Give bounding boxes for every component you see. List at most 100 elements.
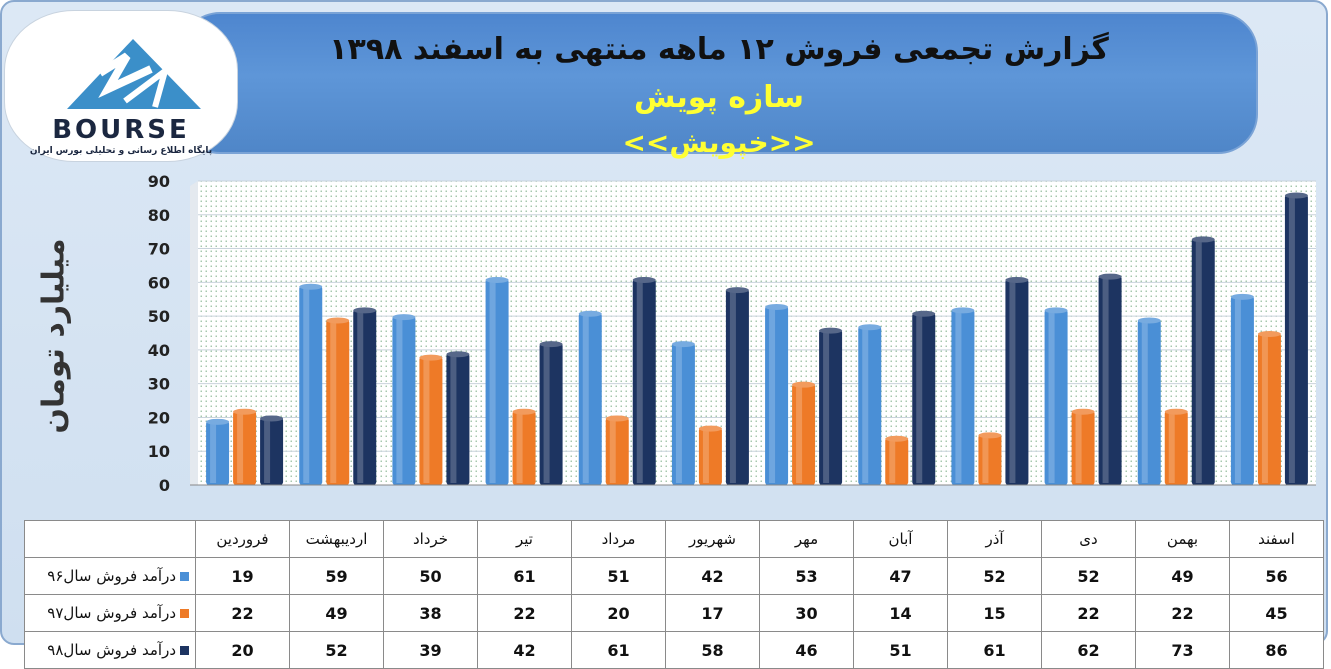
bar-cap [1257, 331, 1281, 337]
bar [912, 310, 936, 485]
bar-cap [512, 408, 536, 415]
category-cell: بهمن [1135, 520, 1230, 558]
report-title: گزارش تجمعی فروش ۱۲ ماهه منتهی به اسفند … [329, 32, 1109, 67]
bar [1284, 192, 1308, 485]
category-cell: تیر [477, 520, 572, 558]
bar-cap [539, 341, 563, 348]
bar [446, 351, 470, 485]
bar-cap [725, 287, 749, 294]
bar-cap [1071, 408, 1095, 415]
bar [1191, 236, 1215, 485]
y-tick-label: 40 [148, 341, 170, 360]
bar-cap [260, 415, 284, 422]
value-cell: 61 [477, 557, 572, 595]
value-cell: 62 [1041, 631, 1136, 669]
bar-body [1071, 410, 1095, 485]
bar-cap [1005, 276, 1029, 283]
value-cell: 39 [383, 631, 478, 669]
value-cell: 47 [853, 557, 948, 595]
bar-highlight [675, 345, 682, 483]
bar-cap [951, 307, 975, 314]
y-tick-label: 60 [148, 273, 170, 292]
category-cell: خرداد [383, 520, 478, 558]
legend-swatch [180, 609, 189, 618]
bar-body [419, 356, 443, 485]
y-tick-label: 70 [148, 240, 170, 259]
bar-cap [632, 276, 656, 283]
series-row: درآمد فروش سال۹۶ 19 59 50 61 51 42 53 47 52 52 49 5… [24, 557, 1324, 595]
bar-highlight [237, 412, 244, 483]
value-cell: 53 [759, 557, 854, 595]
bar-highlight [729, 291, 736, 483]
bar-body [671, 343, 695, 485]
bar-highlight [982, 436, 989, 483]
bar [485, 276, 509, 485]
bar-highlight [1009, 280, 1016, 483]
value-cell: 30 [759, 594, 854, 632]
bar-highlight [1048, 311, 1055, 483]
bar-body [260, 417, 284, 485]
series-row: درآمد فروش سال۹۸ 20 52 39 42 61 58 46 51 61 62 73 8… [24, 631, 1324, 669]
legend-swatch [180, 572, 189, 581]
value-cell: 17 [665, 594, 760, 632]
bar [1164, 408, 1188, 485]
y-tick-label: 20 [148, 408, 170, 427]
value-cell: 51 [853, 631, 948, 669]
bar-cap [326, 317, 350, 324]
bar [392, 314, 416, 485]
series-row: درآمد فروش سال۹۷ 22 49 38 22 20 17 30 14 15 22 22 4… [24, 594, 1324, 632]
bar-body [485, 278, 509, 485]
bar-cap [233, 408, 257, 415]
value-cell: 22 [1135, 594, 1230, 632]
bar-cap [885, 435, 909, 442]
bar-cap [1137, 317, 1161, 324]
value-cell: 52 [289, 631, 384, 669]
category-cell: آبان [853, 520, 948, 558]
bar-cap [353, 307, 377, 314]
legend-label: درآمد فروش سال۹۸ [24, 631, 196, 669]
title-banner: گزارش تجمعی فروش ۱۲ ماهه منتهی به اسفند … [180, 12, 1258, 159]
value-cell: 22 [1041, 594, 1136, 632]
bar-cap [299, 283, 323, 290]
bar-body [1257, 333, 1281, 485]
bar-highlight [1141, 321, 1148, 483]
value-cell: 42 [477, 631, 572, 669]
value-cell: 38 [383, 594, 478, 632]
bar [858, 324, 882, 485]
bar-body [858, 326, 882, 485]
bar-highlight [543, 345, 550, 483]
bar [512, 408, 536, 485]
bar [819, 327, 843, 485]
category-cell: مهر [759, 520, 854, 558]
bar-body [1284, 194, 1308, 485]
bar-chart: 0 10 20 30 40 50 60 70 80 90 [148, 172, 1316, 495]
value-cell: 73 [1135, 631, 1230, 669]
value-cell: 45 [1229, 594, 1324, 632]
bar-highlight [1234, 297, 1241, 483]
bar [539, 341, 563, 485]
bar-cap [1191, 236, 1215, 243]
value-cell: 22 [195, 594, 290, 632]
bar-highlight [889, 439, 896, 483]
bar-cap [858, 324, 882, 331]
value-cell: 86 [1229, 631, 1324, 669]
bar-highlight [423, 358, 430, 483]
bar [765, 303, 789, 485]
bar-body [299, 285, 323, 485]
bar [206, 418, 230, 485]
bar-body [819, 329, 843, 485]
bar-highlight [303, 287, 310, 483]
bar-highlight [636, 280, 643, 483]
bar-highlight [330, 321, 337, 483]
bar-body [1137, 319, 1161, 485]
bar-cap [978, 432, 1002, 439]
bar [1044, 307, 1068, 485]
bar-highlight [702, 429, 709, 483]
bar-body [885, 437, 909, 485]
bar-cap [1230, 293, 1254, 300]
bar [671, 341, 695, 485]
bar-cap [671, 341, 695, 348]
y-tick-label: 80 [148, 206, 170, 225]
bar [978, 432, 1002, 485]
bar-body [725, 289, 749, 485]
